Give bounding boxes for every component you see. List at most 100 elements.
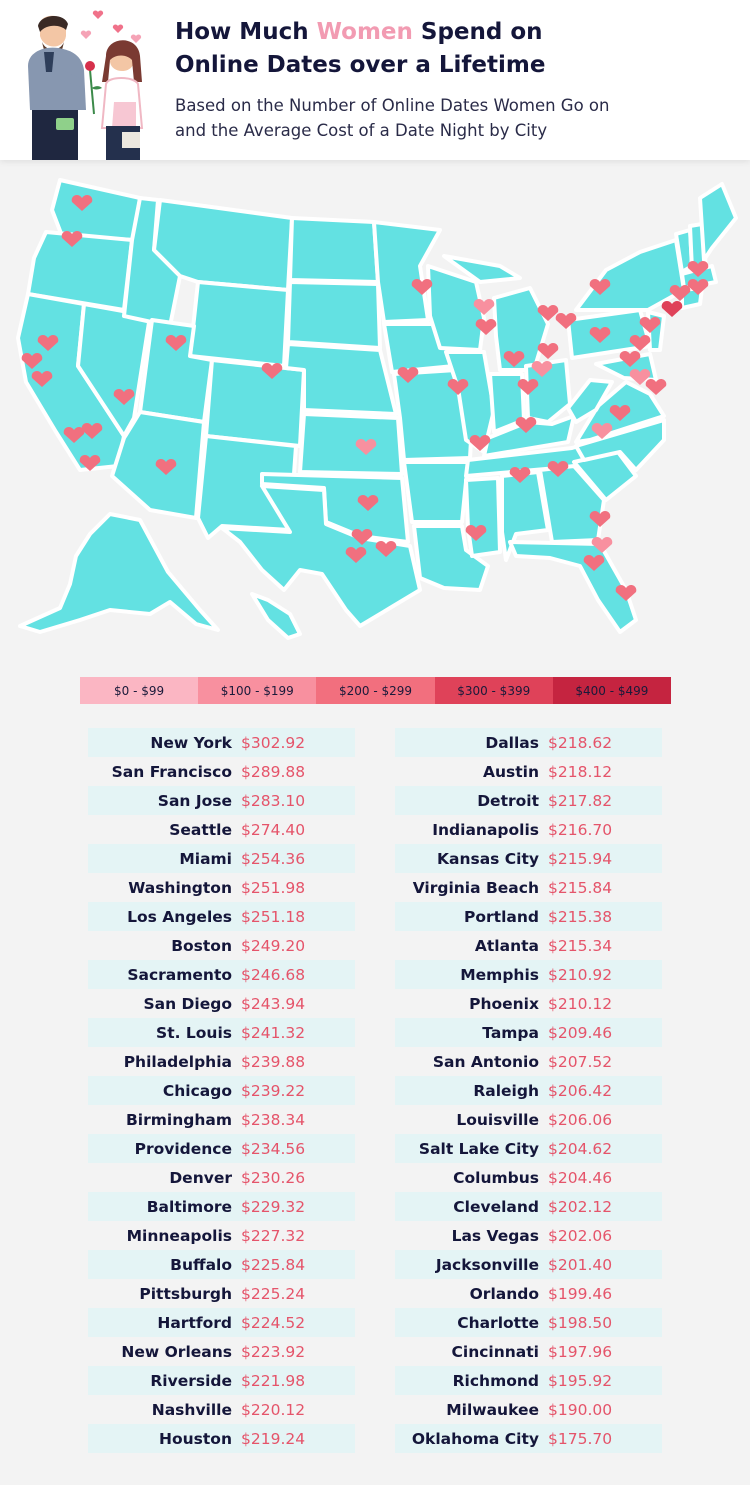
- heart-marker-baltimore: [629, 335, 651, 351]
- heart-marker-richmond: [629, 369, 651, 385]
- heart-marker-detroit: [537, 305, 559, 321]
- table-row: Memphis $210.92: [395, 960, 662, 989]
- city-price: $215.94: [548, 849, 613, 868]
- table-row: Milwaukee $190.00: [395, 1395, 662, 1424]
- heart-marker-new-york: [661, 301, 683, 317]
- city-name: San Diego: [143, 994, 233, 1013]
- heart-marker-san-diego: [79, 455, 101, 471]
- city-price: $302.92: [241, 733, 306, 752]
- city-name: Milwaukee: [446, 1400, 539, 1419]
- heart-marker-orlando: [591, 537, 613, 553]
- city-name: Austin: [482, 762, 539, 781]
- city-price: $283.10: [241, 791, 306, 810]
- table-row: Washington $251.98: [88, 873, 355, 902]
- city-name: Denver: [169, 1168, 232, 1187]
- table-row: Houston $219.24: [88, 1424, 355, 1453]
- title-part-1: How Much: [175, 19, 317, 45]
- city-price: $206.42: [548, 1081, 613, 1100]
- city-price: $243.94: [241, 994, 306, 1013]
- city-name: San Antonio: [432, 1052, 539, 1071]
- table-row: Providence $234.56: [88, 1134, 355, 1163]
- city-price: $241.32: [241, 1023, 306, 1042]
- city-price: $201.40: [548, 1255, 613, 1274]
- state-maine: [698, 182, 738, 262]
- heart-marker-washington: [619, 351, 641, 367]
- city-markers: [21, 195, 709, 601]
- heart-marker-tampa: [583, 555, 605, 571]
- city-price: $289.88: [241, 762, 306, 781]
- city-name: Providence: [134, 1139, 232, 1158]
- city-price: $209.46: [548, 1023, 613, 1042]
- heart-marker-seattle: [71, 195, 93, 211]
- heart-marker-columbus: [537, 343, 559, 359]
- heart-marker-minneapolis: [411, 279, 433, 295]
- subtitle-line-2: and the Average Cost of a Date Night by …: [175, 121, 548, 140]
- table-row: Las Vegas $202.06: [395, 1221, 662, 1250]
- heart-marker-cleveland: [555, 313, 577, 329]
- table-row: Atlanta $215.34: [395, 931, 662, 960]
- table-row: Oklahoma City $175.70: [395, 1424, 662, 1453]
- city-name: Miami: [179, 849, 232, 868]
- table-row: Baltimore $229.32: [88, 1192, 355, 1221]
- subtitle-line-1: Based on the Number of Online Dates Wome…: [175, 96, 610, 115]
- city-price: $217.82: [548, 791, 613, 810]
- state-nebraska: [284, 342, 398, 416]
- heart-marker-st-louis: [447, 379, 469, 395]
- table-row: Richmond $195.92: [395, 1366, 662, 1395]
- city-name: Dallas: [485, 733, 539, 752]
- city-name: Phoenix: [469, 994, 539, 1013]
- heart-marker-hartford: [669, 285, 691, 301]
- state-kansas: [298, 412, 404, 476]
- table-row: Indianapolis $216.70: [395, 815, 662, 844]
- page-title: How Much Women Spend on Online Dates ove…: [175, 16, 735, 82]
- city-price: $199.46: [548, 1284, 613, 1303]
- city-name: St. Louis: [156, 1023, 232, 1042]
- state-mississippi: [464, 476, 502, 558]
- heart-marker-boston: [687, 261, 709, 277]
- legend-item-0: $0 - $99: [80, 677, 199, 704]
- city-name: Portland: [464, 907, 539, 926]
- city-price: $239.88: [241, 1052, 306, 1071]
- heart-marker-philadelphia: [639, 317, 661, 333]
- city-price: $219.24: [241, 1429, 306, 1448]
- city-name: Boston: [171, 936, 232, 955]
- city-name: Las Vegas: [451, 1226, 539, 1245]
- heart-marker-memphis: [469, 435, 491, 451]
- title-accent: Women: [316, 19, 413, 45]
- state-hawaii: [250, 592, 302, 640]
- city-name: Birmingham: [125, 1110, 232, 1129]
- state-wyoming: [188, 280, 290, 368]
- city-name: Minneapolis: [126, 1226, 232, 1245]
- table-row: Denver $230.26: [88, 1163, 355, 1192]
- heart-marker-denver: [261, 363, 283, 379]
- city-price: $227.32: [241, 1226, 306, 1245]
- table-row: Cleveland $202.12: [395, 1192, 662, 1221]
- table-row: Austin $218.12: [395, 757, 662, 786]
- city-name: Tampa: [482, 1023, 539, 1042]
- legend-item-2: $200 - $299: [316, 677, 435, 704]
- city-name: Virginia Beach: [412, 878, 539, 897]
- table-row: San Francisco $289.88: [88, 757, 355, 786]
- table-row: Sacramento $246.68: [88, 960, 355, 989]
- heart-marker-raleigh: [609, 405, 631, 421]
- table-row: Nashville $220.12: [88, 1395, 355, 1424]
- table-row: Dallas $218.62: [395, 728, 662, 757]
- city-name: Charlotte: [457, 1313, 539, 1332]
- legend-item-1: $100 - $199: [198, 677, 317, 704]
- city-name: New Orleans: [121, 1342, 232, 1361]
- city-price: $215.84: [548, 878, 613, 897]
- city-price: $254.36: [241, 849, 306, 868]
- table-row: San Antonio $207.52: [395, 1047, 662, 1076]
- city-price: $198.50: [548, 1313, 613, 1332]
- table-row: Louisville $206.06: [395, 1105, 662, 1134]
- state-north-carolina: [574, 418, 666, 472]
- city-name: Chicago: [162, 1081, 232, 1100]
- heart-marker-kansas-city: [397, 367, 419, 383]
- heart-marker-los-angeles: [63, 427, 85, 443]
- state-alaska: [18, 512, 220, 634]
- city-price: $223.92: [241, 1342, 306, 1361]
- table-row: Chicago $239.22: [88, 1076, 355, 1105]
- table-row: Cincinnati $197.96: [395, 1337, 662, 1366]
- table-row: Phoenix $210.12: [395, 989, 662, 1018]
- city-price: $229.32: [241, 1197, 306, 1216]
